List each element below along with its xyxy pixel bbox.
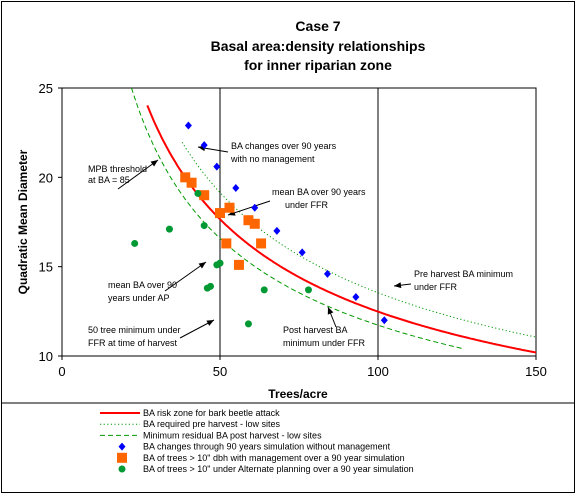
annotation-mpb-threshold-line-2: at BA = 85 xyxy=(88,175,130,185)
point-square-5 xyxy=(221,238,232,249)
point-diamond-1 xyxy=(200,141,208,150)
annotation-post-harvest-line-1: Post harvest BA xyxy=(283,325,348,335)
point-square-2 xyxy=(199,190,210,201)
point-square-3 xyxy=(215,208,225,219)
annotation-arrow-line-3 xyxy=(164,261,207,292)
point-diamond-0 xyxy=(184,121,192,130)
x-tick-label-1: 50 xyxy=(213,364,227,379)
data-points xyxy=(131,121,388,328)
y-tick-label-1: 15 xyxy=(39,260,53,275)
chart-title-line-2: Basal area:density relationships xyxy=(211,38,426,54)
point-circle-10 xyxy=(304,286,312,294)
annotation-arrow-head-0 xyxy=(150,160,158,167)
annotation-mean-ap-line-1: mean BA over 90 xyxy=(108,280,177,290)
legend-label-curve-2: Minimum residual BA post harvest - low s… xyxy=(143,430,322,440)
annotation-arrows xyxy=(117,145,412,339)
point-circle-1 xyxy=(165,225,173,233)
point-diamond-4 xyxy=(251,203,259,212)
point-square-4 xyxy=(224,202,235,213)
point-circle-5 xyxy=(216,259,224,267)
point-circle-8 xyxy=(244,320,252,328)
annotation-no-management-line-2: with no management xyxy=(230,154,315,164)
x-axis-label: Trees/acre xyxy=(268,387,328,401)
legend-label-series-2: BA of trees > 10" under Alternate planni… xyxy=(143,464,414,474)
x-tick-label-2: 100 xyxy=(367,364,389,379)
axis-ticks: 0 50 100 150 10 15 20 25 xyxy=(39,81,547,379)
x-tick-label-3: 150 xyxy=(525,364,547,379)
annotation-no-management-line-1: BA changes over 90 years xyxy=(231,141,337,151)
legend-label-curve-1: BA required pre harvest - low sites xyxy=(143,419,281,429)
point-square-6 xyxy=(233,259,244,270)
annotation-post-harvest-line-2: minimum under FFR xyxy=(283,338,366,348)
annotation-arrow-line-2 xyxy=(227,200,271,216)
curve-0 xyxy=(146,105,536,354)
point-diamond-8 xyxy=(352,293,360,302)
point-diamond-3 xyxy=(232,184,240,193)
point-diamond-9 xyxy=(380,316,388,325)
plot-area xyxy=(61,87,537,357)
legend-label-series-0: BA changes through 90 years simulation w… xyxy=(143,442,391,452)
annotation-arrow-head-3 xyxy=(198,262,206,269)
annotation-arrow-head-4 xyxy=(206,320,214,326)
curves xyxy=(131,88,536,354)
annotation-arrow-head-5 xyxy=(327,307,334,315)
x-tick-label-0: 0 xyxy=(58,364,65,379)
y-axis-label: Quadratic Mean Diameter xyxy=(16,149,30,294)
point-diamond-5 xyxy=(273,226,281,235)
annotation-mean-ap-line-2: years under AP xyxy=(108,293,170,303)
legend-label-curve-0: BA risk zone for bark beetle attack xyxy=(143,408,280,418)
annotation-pre-harvest-line-2: under FFR xyxy=(414,282,458,292)
annotation-50-tree-line-2: FFR at time of harvest xyxy=(88,338,178,348)
point-circle-0 xyxy=(131,239,139,247)
y-tick-label-3: 25 xyxy=(39,81,53,96)
point-circle-7 xyxy=(207,282,215,290)
y-tick-label-0: 10 xyxy=(39,349,53,364)
point-square-1 xyxy=(186,177,197,188)
point-diamond-7 xyxy=(323,269,331,278)
legend-swatch-series-0 xyxy=(118,442,126,451)
annotation-mean-ffr-line-1: mean BA over 90 years xyxy=(272,187,366,197)
chart-title-line-3: for inner riparian zone xyxy=(244,57,392,73)
annotation-mpb-threshold-line-1: MPB threshold xyxy=(88,164,147,174)
point-diamond-2 xyxy=(213,162,221,171)
point-square-8 xyxy=(249,218,260,229)
legend-swatch-series-1 xyxy=(117,452,127,463)
chart-title-line-1: Case 7 xyxy=(295,18,340,34)
legend-swatch-series-2 xyxy=(118,465,126,473)
annotation-50-tree-line-1: 50 tree minimum under xyxy=(88,325,181,335)
point-diamond-6 xyxy=(298,248,306,257)
point-circle-2 xyxy=(194,189,202,197)
point-circle-9 xyxy=(260,286,268,294)
point-circle-3 xyxy=(200,222,208,230)
annotation-mean-ffr-line-2: under FFR xyxy=(285,200,329,210)
point-square-7 xyxy=(243,215,254,226)
legend-label-series-1: BA of trees > 10" dbh with management ov… xyxy=(143,453,405,463)
y-tick-label-2: 20 xyxy=(39,170,53,185)
annotation-pre-harvest-line-1: Pre harvest BA minimum xyxy=(414,269,513,279)
point-square-9 xyxy=(256,238,267,249)
annotation-arrow-line-0 xyxy=(117,159,159,190)
curve-1 xyxy=(181,141,536,338)
point-square-0 xyxy=(180,172,191,183)
annotation-arrow-head-6 xyxy=(394,282,402,289)
